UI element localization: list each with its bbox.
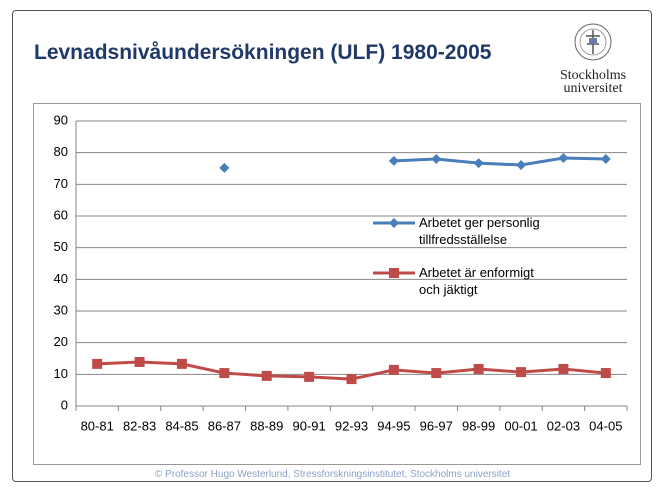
x-tick-label: 96-97 xyxy=(420,418,453,433)
marker xyxy=(516,367,527,378)
logo: Stockholms universitet xyxy=(548,22,638,96)
marker xyxy=(92,358,103,369)
marker xyxy=(346,374,357,385)
footer: © Professor Hugo Westerlund, Stressforsk… xyxy=(154,469,511,480)
y-tick-label: 0 xyxy=(61,397,68,412)
marker xyxy=(388,155,399,166)
marker xyxy=(261,370,272,381)
x-tick-label: 00-01 xyxy=(504,418,537,433)
legend-label: Arbetet är enformigt och jäktigt xyxy=(419,265,534,297)
marker xyxy=(558,363,569,374)
slide-frame xyxy=(12,10,652,482)
y-tick-label: 40 xyxy=(54,271,68,286)
marker xyxy=(600,368,611,379)
x-tick-label: 94-95 xyxy=(377,418,410,433)
x-tick-label: 02-03 xyxy=(547,418,580,433)
marker xyxy=(304,371,315,382)
y-tick-label: 90 xyxy=(54,112,68,127)
series-line xyxy=(393,156,606,167)
x-tick-label: 84-85 xyxy=(165,418,198,433)
y-tick-label: 60 xyxy=(54,207,68,222)
y-tick-label: 50 xyxy=(54,239,68,254)
y-tick-label: 80 xyxy=(54,144,68,159)
chart: 0 10 20 30 40 50 60 70 80 90 80-81 82-83 84-85 86-87 8… xyxy=(54,112,628,433)
logo-emblem xyxy=(574,23,612,61)
y-tick-label: 70 xyxy=(54,176,68,191)
marker xyxy=(558,153,569,164)
marker xyxy=(473,363,484,374)
x-tick-label: 90-91 xyxy=(292,418,325,433)
legend-label: Arbetet ger personlig tillfredsställelse xyxy=(419,215,540,247)
marker xyxy=(473,158,484,169)
legend-item: Arbetet är enformigt och jäktigt xyxy=(371,264,556,298)
marker xyxy=(516,160,527,171)
slide-title: Levnadsnivåundersökningen (ULF) 1980-200… xyxy=(34,41,492,64)
marker xyxy=(431,368,442,379)
marker xyxy=(134,356,145,367)
marker xyxy=(600,154,611,164)
x-tick-label: 88-89 xyxy=(250,418,283,433)
logo-text: Stockholms universitet xyxy=(559,68,627,96)
x-tick-label: 80-81 xyxy=(81,418,114,433)
marker xyxy=(431,154,442,164)
legend-item: Arbetet ger personlig tillfredsställelse xyxy=(371,214,556,248)
marker xyxy=(219,368,230,379)
marker xyxy=(388,364,399,375)
marker xyxy=(176,358,187,369)
legend-swatch xyxy=(373,268,415,278)
y-tick-label: 20 xyxy=(54,334,68,349)
chart-area: 0 10 20 30 40 50 60 70 80 90 80-81 82-83 84-85 86-87 8… xyxy=(33,103,641,465)
y-tick-label: 30 xyxy=(54,302,68,317)
marker xyxy=(219,162,230,173)
legend-swatch xyxy=(373,218,415,228)
x-tick-label: 92-93 xyxy=(335,418,368,433)
x-tick-label: 04-05 xyxy=(589,418,622,433)
x-tick-label: 82-83 xyxy=(123,418,156,433)
y-tick-label: 10 xyxy=(54,366,68,381)
x-tick-label: 98-99 xyxy=(462,418,495,433)
x-tick-label: 86-87 xyxy=(208,418,241,433)
